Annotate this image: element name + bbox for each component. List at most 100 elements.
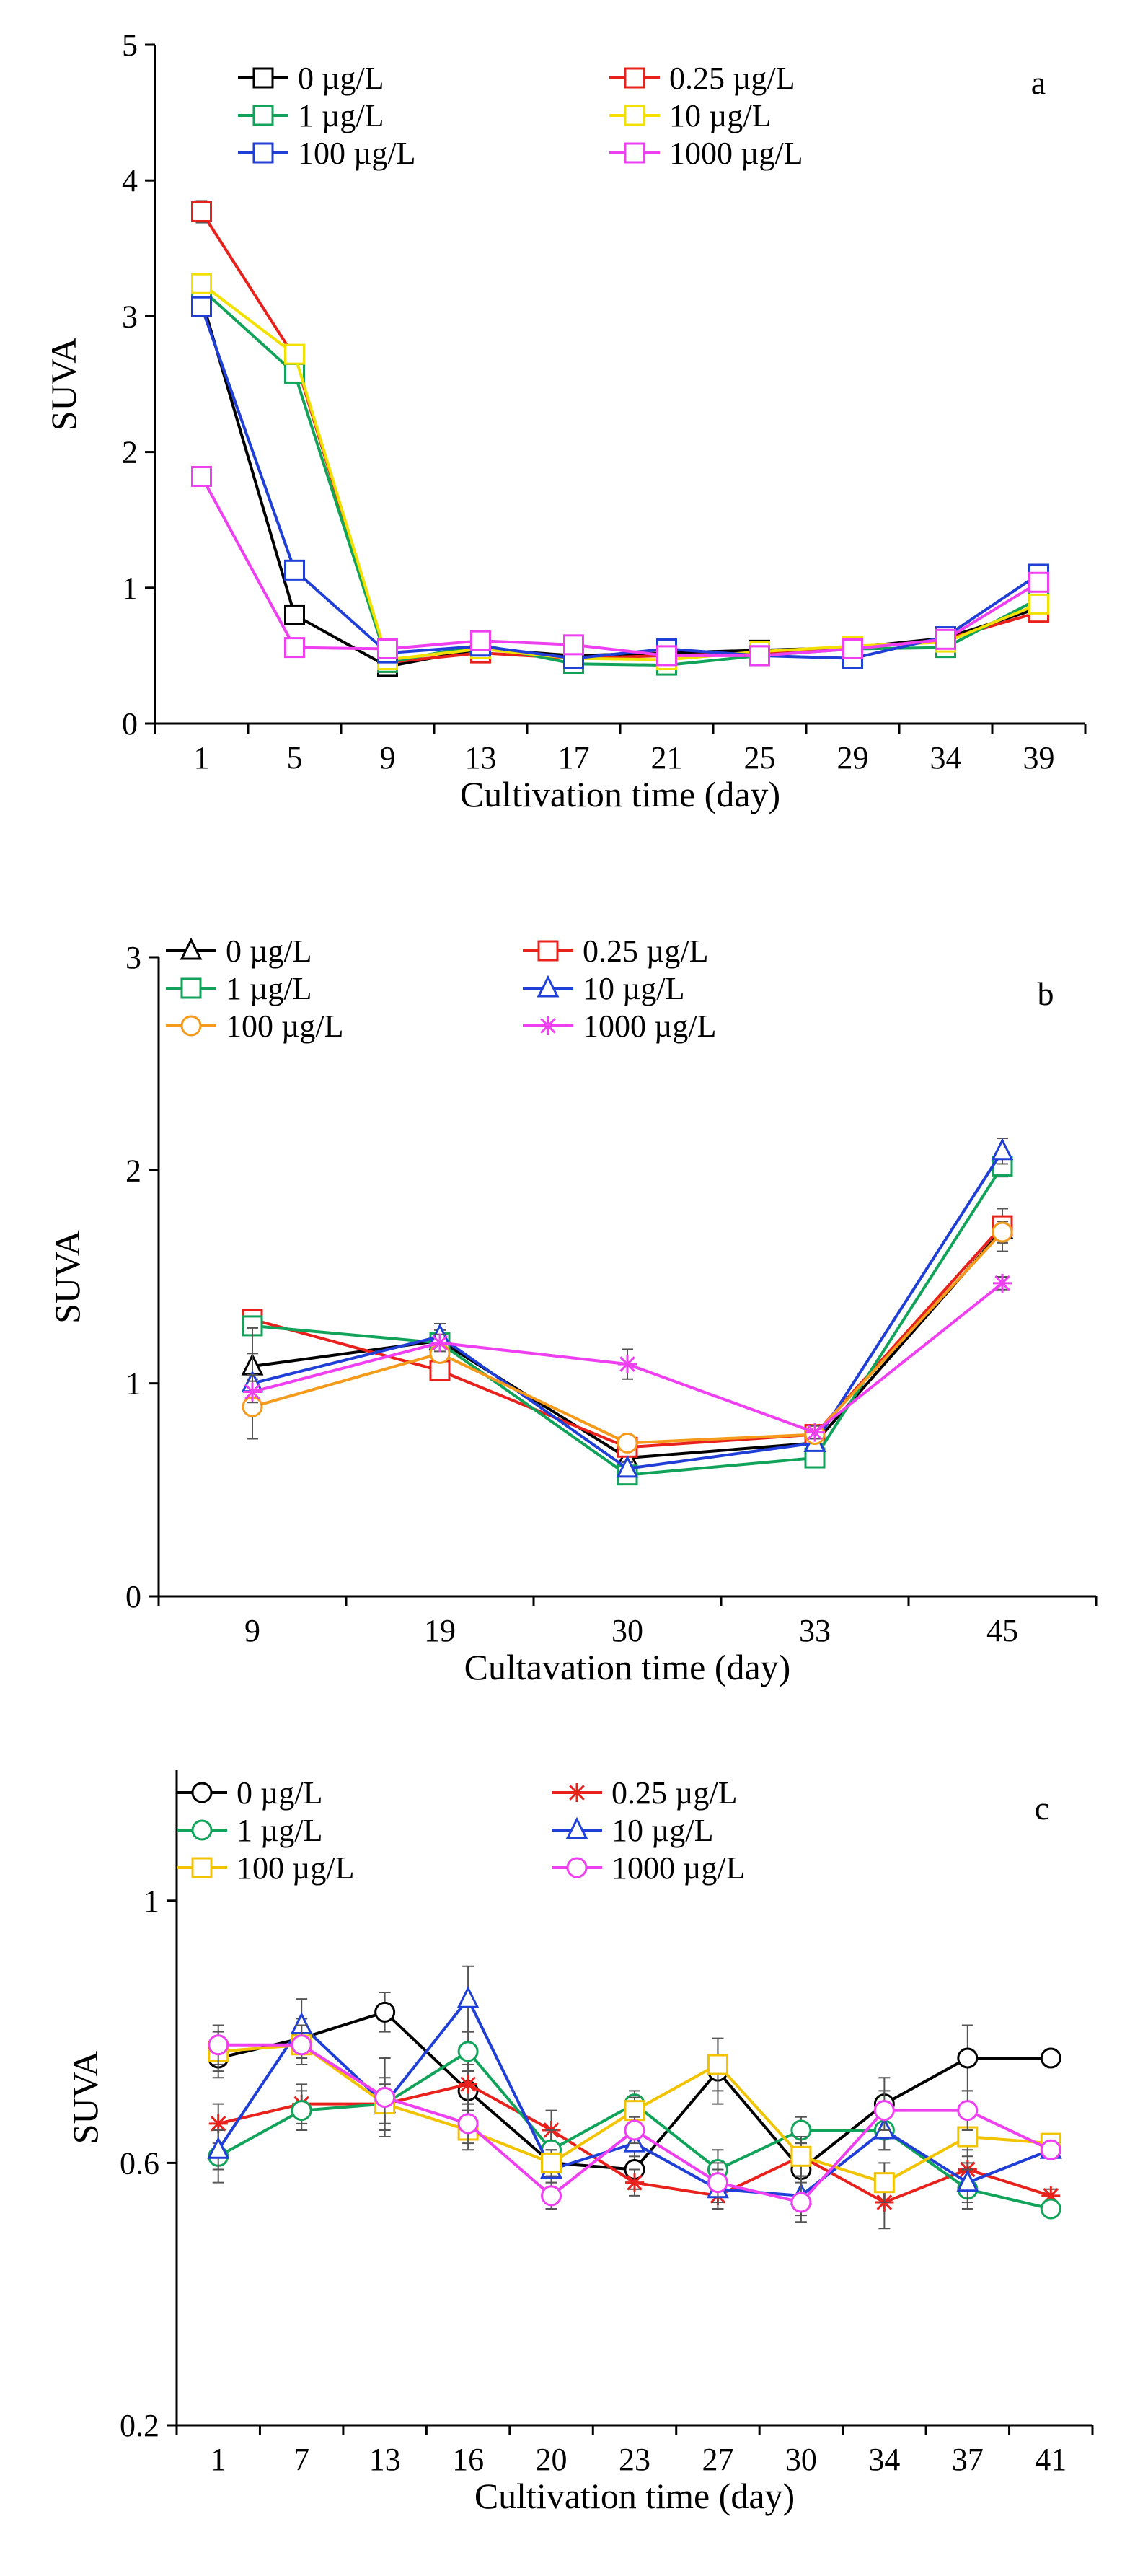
legend-entry: 0 µg/L (177, 1775, 322, 1811)
data-point (374, 2001, 396, 2023)
y-tick-label: 2 (122, 435, 138, 470)
y-tick-label: 1 (125, 1366, 141, 1402)
legend-label: 0.25 µg/L (583, 933, 708, 969)
legend-entry: 0 µg/L (238, 61, 384, 96)
panel-label: b (1038, 975, 1054, 1012)
y-tick-label: 0.2 (120, 2408, 159, 2443)
legend-marker (539, 1016, 557, 1035)
legend-label: 10 µg/L (669, 98, 771, 133)
legend-entry: 1 µg/L (166, 971, 312, 1006)
x-axis-title: Cultivation time (day) (474, 2476, 795, 2516)
x-tick-label: 21 (651, 740, 683, 775)
x-tick-label: 39 (1023, 740, 1055, 775)
legend-entry: 0.25 µg/L (523, 933, 708, 969)
y-tick-label: 1 (122, 571, 138, 606)
data-point (625, 2173, 644, 2192)
data-point (191, 201, 212, 222)
series-1000-g-l (191, 465, 1049, 667)
y-tick-label: 2 (125, 1153, 141, 1188)
x-tick-label: 9 (380, 740, 396, 775)
legend-marker (624, 142, 645, 164)
legend-entry: 100 µg/L (166, 1008, 343, 1044)
x-tick-label: 5 (287, 740, 303, 775)
data-point (1040, 2139, 1061, 2160)
legend-marker (180, 1015, 202, 1037)
x-tick-label: 33 (799, 1613, 831, 1648)
data-point (624, 2119, 645, 2141)
x-tick-label: 7 (293, 2442, 309, 2477)
legend-marker (191, 1857, 213, 1878)
y-tick-label: 0.6 (120, 2145, 159, 2181)
data-point (457, 2113, 479, 2135)
data-point (992, 1221, 1013, 1243)
legend-label: 100 µg/L (226, 1008, 343, 1044)
legend-marker (180, 977, 202, 999)
legend-marker (252, 67, 274, 89)
series-1000-g-l (208, 2024, 1061, 2223)
x-tick-label: 20 (536, 2442, 568, 2477)
x-tick-label: 1 (194, 740, 210, 775)
legend-entry: 10 µg/L (552, 1813, 713, 1848)
legend-label: 1 µg/L (237, 1813, 322, 1848)
x-axis-title: Cultivation time (day) (460, 774, 780, 814)
legend-entry: 10 µg/L (523, 971, 684, 1006)
data-point (291, 2034, 312, 2056)
data-point (541, 2152, 562, 2173)
legend-label: 1000 µg/L (583, 1008, 716, 1044)
legend-label: 1000 µg/L (611, 1850, 745, 1886)
data-point (291, 2100, 312, 2122)
data-point (618, 1355, 637, 1374)
legend-marker (624, 105, 645, 126)
data-point (430, 1333, 449, 1353)
legend-marker (565, 1816, 588, 1839)
x-tick-label: 30 (785, 2442, 817, 2477)
legend-entry: 1000 µg/L (552, 1850, 745, 1886)
data-point (208, 2034, 229, 2056)
data-point (191, 465, 212, 487)
data-point (284, 343, 305, 365)
x-tick-label: 13 (465, 740, 497, 775)
legend-marker (252, 105, 274, 126)
x-axis-title: Cultavation time (day) (464, 1647, 791, 1687)
x-tick-label: 9 (244, 1613, 260, 1648)
data-point (957, 2047, 979, 2069)
y-tick-label: 0 (125, 1579, 141, 1614)
data-point (470, 630, 491, 651)
legend-label: 1000 µg/L (669, 136, 803, 171)
legend-marker (537, 940, 559, 962)
x-tick-label: 17 (558, 740, 590, 775)
legend-label: 10 µg/L (611, 1813, 713, 1848)
data-point (935, 628, 956, 650)
panel-label: a (1031, 64, 1046, 101)
data-point (429, 1360, 451, 1381)
panel-b: 0 1 2 3 9 19 30 33 45 Cultavation time (day) SUVA b… (47, 933, 1098, 1687)
data-point (993, 1273, 1012, 1293)
x-tick-label: 41 (1035, 2442, 1067, 2477)
data-point (243, 1382, 262, 1402)
data-point (456, 1985, 480, 2008)
legend-label: 10 µg/L (583, 971, 684, 1006)
data-point (563, 634, 584, 656)
x-tick-label: 34 (930, 740, 962, 775)
data-point (842, 638, 863, 659)
legend-marker (566, 1857, 588, 1878)
y-tick-label: 3 (125, 940, 141, 975)
data-point (1041, 2186, 1061, 2205)
data-point (457, 2041, 479, 2062)
y-tick-label: 0 (122, 706, 138, 742)
legend-entry: 1000 µg/L (609, 136, 803, 171)
data-point (374, 2087, 396, 2108)
legend-label: 0.25 µg/L (669, 61, 795, 96)
legend-marker (180, 937, 203, 960)
data-point (656, 645, 677, 667)
data-point (749, 645, 770, 667)
legend-marker (191, 1819, 213, 1841)
legend-marker (624, 67, 645, 89)
data-point (956, 2169, 979, 2192)
data-point (805, 1423, 824, 1442)
y-axis-title: SUVA (65, 2051, 105, 2145)
x-tick-label: 25 (744, 740, 776, 775)
legend-label: 0.25 µg/L (611, 1775, 737, 1811)
data-point (790, 2192, 812, 2213)
data-point (541, 2185, 562, 2207)
